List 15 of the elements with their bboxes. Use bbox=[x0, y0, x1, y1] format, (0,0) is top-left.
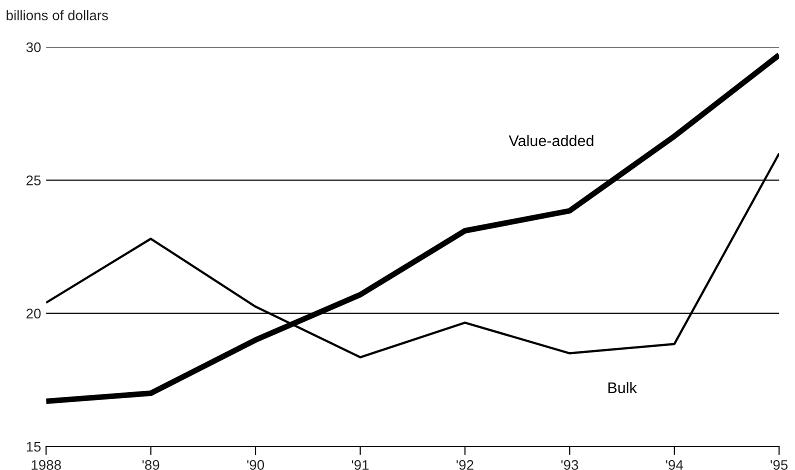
x-tick-label: '92 bbox=[456, 460, 474, 470]
y-tick-label: 20 bbox=[26, 308, 41, 319]
y-axis-title: billions of dollars bbox=[6, 10, 108, 20]
x-tick-label: '94 bbox=[666, 460, 684, 470]
x-tick-label: 1988 bbox=[32, 460, 61, 470]
x-tick-label: '89 bbox=[142, 460, 160, 470]
text: Bulk bbox=[608, 382, 637, 394]
x-tick-label: '95 bbox=[770, 460, 788, 470]
y-tick-label: 25 bbox=[26, 176, 41, 186]
y-tick-label: 30 bbox=[26, 42, 41, 52]
x-tick-label: '91 bbox=[352, 460, 369, 470]
y-tick-label: 15 bbox=[26, 442, 41, 452]
x-tick-label: '93 bbox=[561, 460, 578, 470]
text: Value-added bbox=[508, 134, 594, 146]
x-tick-label: '90 bbox=[247, 460, 264, 470]
